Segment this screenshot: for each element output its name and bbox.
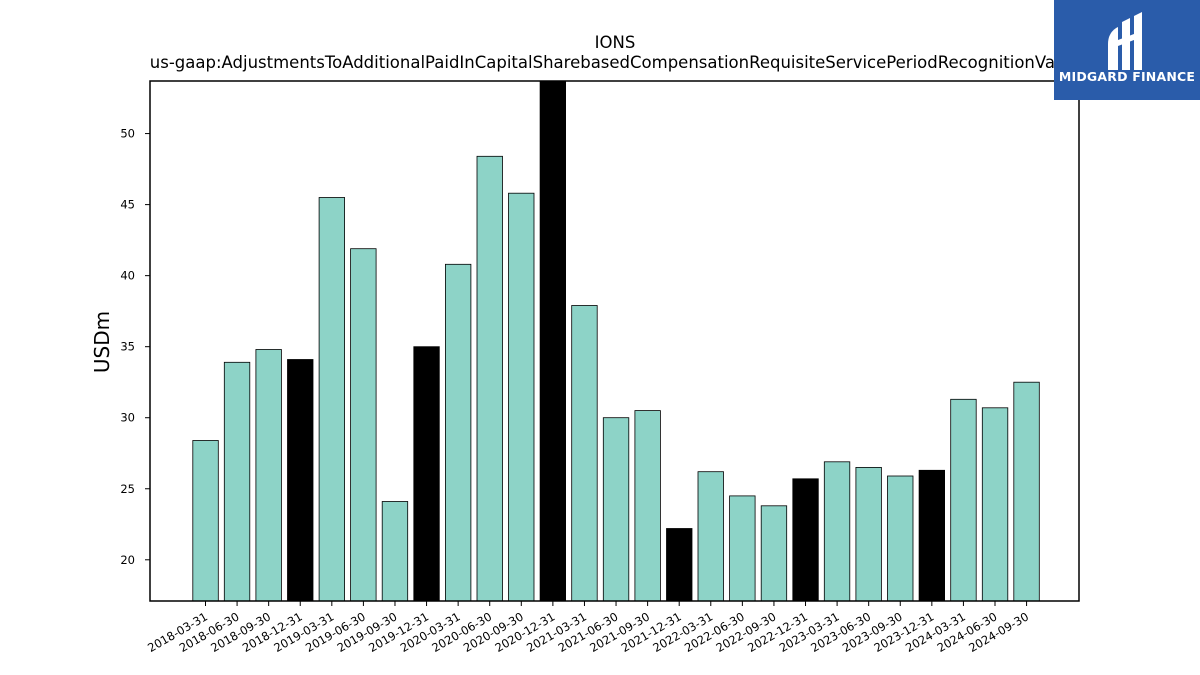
y-tick-label: 50 <box>120 127 135 141</box>
midgard-finance-logo: MIDGARD FINANCE <box>1054 0 1200 100</box>
logo-text: MIDGARD FINANCE <box>1058 69 1196 84</box>
bar-2018-06-30 <box>223 361 251 602</box>
y-tick-label: 35 <box>120 340 135 354</box>
bar-2022-03-31 <box>697 471 724 602</box>
x-axis-ticks: 2018-03-312018-06-302018-09-302018-12-31… <box>145 601 1031 655</box>
bar-2023-06-30 <box>855 466 882 602</box>
bar-2019-12-31 <box>413 346 440 602</box>
y-tick-label: 40 <box>120 269 135 283</box>
bars-group <box>192 80 1040 602</box>
bar-2021-09-30 <box>634 410 661 602</box>
midgard-logo-icon <box>1108 12 1142 70</box>
bar-2021-06-30 <box>602 417 630 602</box>
bar-2018-12-31 <box>287 359 314 602</box>
bar-2024-03-31 <box>950 398 977 602</box>
y-tick-label: 20 <box>120 553 135 567</box>
bar-2021-12-31 <box>666 528 693 602</box>
bar-2023-09-30 <box>887 475 914 602</box>
bar-2022-06-30 <box>729 495 756 602</box>
bar-2022-12-31 <box>792 478 819 602</box>
y-tick-label: 45 <box>120 198 135 212</box>
bar-2019-06-30 <box>350 248 377 602</box>
bar-2020-12-31 <box>539 80 566 602</box>
chart-title: IONS <box>595 33 636 52</box>
bar-2020-03-31 <box>444 263 472 602</box>
bar-2018-09-30 <box>255 349 282 602</box>
bar-2019-03-31 <box>318 197 346 602</box>
y-axis-ticks: 20 25 30 35 40 45 50 <box>120 127 150 567</box>
chart-subtitle: us-gaap:AdjustmentsToAdditionalPaidInCap… <box>150 53 1080 72</box>
bar-2020-06-30 <box>476 155 503 602</box>
bar-2024-09-30 <box>1013 381 1040 602</box>
bar-2024-06-30 <box>981 407 1009 602</box>
plot-frame <box>149 80 1080 602</box>
bar-2021-03-31 <box>571 305 598 602</box>
y-tick-label: 30 <box>120 411 135 425</box>
bar-2019-09-30 <box>381 501 409 602</box>
bar-2018-03-31 <box>192 440 219 602</box>
bar-2022-09-30 <box>760 505 788 602</box>
y-tick-label: 25 <box>120 482 135 496</box>
bar-2020-09-30 <box>508 192 535 602</box>
bar-2023-03-31 <box>823 461 851 602</box>
bar-2023-12-31 <box>918 469 945 602</box>
y-axis-label: USDm <box>90 311 114 373</box>
